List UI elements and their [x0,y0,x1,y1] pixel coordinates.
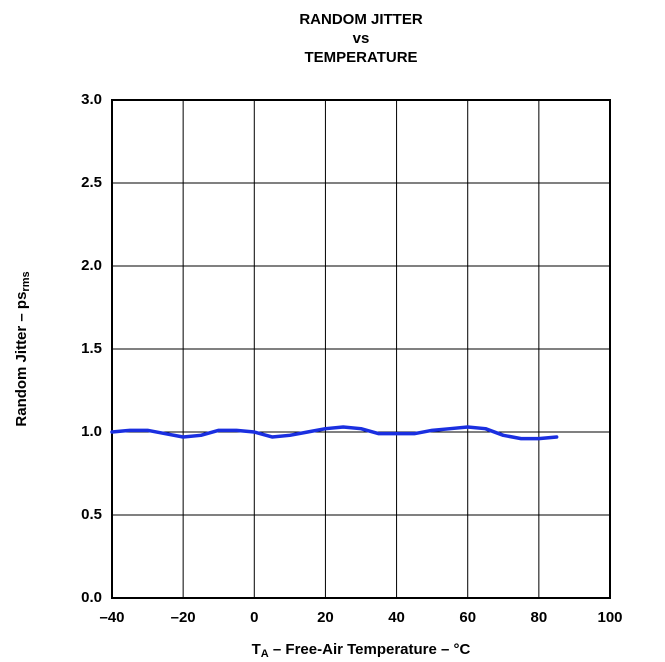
x-label-sub: A [261,648,269,660]
y-tick-label: 2.0 [81,257,102,274]
x-tick-label: 60 [459,609,476,626]
y-tick-label: 3.0 [81,91,102,108]
x-tick-label: 80 [531,609,548,626]
y-label-sub: rms [20,271,32,291]
x-tick-label: 40 [388,609,405,626]
plot-frame [111,99,611,599]
chart-title: TEMPERATURE [304,49,417,66]
x-tick-label: 0 [250,609,258,626]
y-label-part: Random Jitter – ps [13,292,30,427]
chart-title: vs [353,30,370,47]
x-axis-label: TA – Free-Air Temperature – °C [252,641,471,660]
y-tick-label: 0.5 [81,506,102,523]
x-tick-label: 100 [597,609,622,626]
chart-title: RANDOM JITTER [299,11,423,28]
x-tick-label: 20 [317,609,334,626]
y-tick-label: 0.0 [81,589,102,606]
y-tick-label: 1.0 [81,423,102,440]
x-label-part: T [252,641,261,658]
x-label-part: – Free-Air Temperature – °C [269,641,471,658]
x-tick-label: –40 [99,609,124,626]
data-line [110,425,559,441]
y-axis-label: Random Jitter – psrms [13,271,32,426]
y-tick-label: 1.5 [81,340,102,357]
y-tick-label: 2.5 [81,174,102,191]
x-tick-label: –20 [171,609,196,626]
